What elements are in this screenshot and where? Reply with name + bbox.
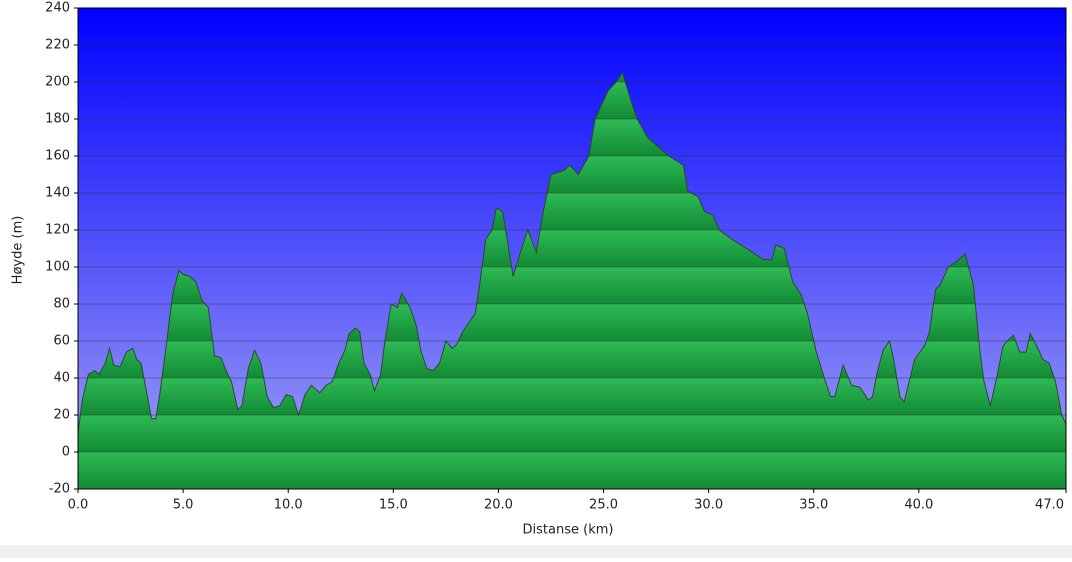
y-tick-label: 120 [45,223,70,238]
x-tick-label: 35.0 [799,498,828,513]
y-tick-label: 200 [45,75,70,90]
y-tick-label: 20 [53,408,70,423]
x-tick-label: 25.0 [589,498,618,513]
x-tick-label: 15.0 [379,498,408,513]
x-tick-label: 5.0 [173,498,194,513]
x-tick-label: 47.0 [1035,498,1064,513]
y-tick-label: 140 [45,186,70,201]
x-tick-label: 20.0 [484,498,513,513]
elevation-area [78,72,1066,489]
plot-frame [77,7,1067,490]
y-tick-label: 80 [53,297,70,312]
x-tick-label: 10.0 [274,498,303,513]
y-tick-label: 160 [45,149,70,164]
y-axis-label: Høyde (m) [11,216,26,285]
y-tick-label: 100 [45,260,70,275]
x-tick-label: 30.0 [694,498,723,513]
y-tick-label: 60 [53,334,70,349]
y-tick-label: 0 [62,445,70,460]
y-tick-label: 180 [45,112,70,127]
x-axis-label: Distanse (km) [523,523,614,538]
y-tick-label: 220 [45,38,70,53]
footer-strip [0,545,1072,558]
y-tick-label: 40 [53,371,70,386]
elevation-line [77,71,1067,434]
y-tick-label: 240 [45,1,70,16]
x-tick-label: 40.0 [904,498,933,513]
x-tick-label: 0.0 [68,498,89,513]
y-tick-label: -20 [49,482,70,497]
